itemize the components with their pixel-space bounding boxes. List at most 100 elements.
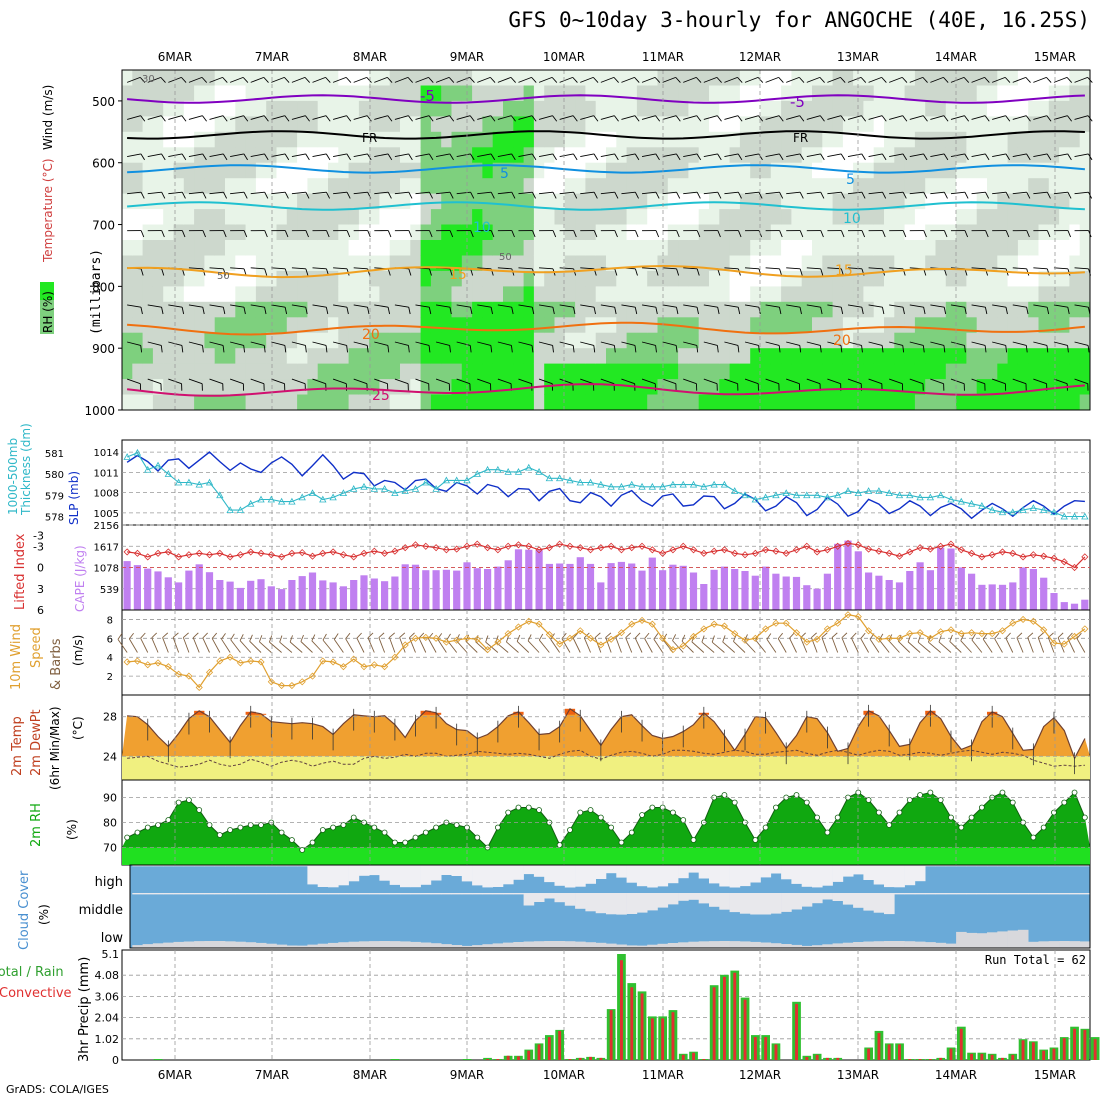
- cloud-mid-gap: [297, 893, 308, 895]
- rh-cell: [636, 147, 648, 164]
- rh-cell: [873, 363, 885, 380]
- rh-cell: [142, 363, 154, 380]
- rh-cell: [430, 116, 442, 133]
- rh-cell: [358, 270, 370, 287]
- wind-barb: [291, 76, 306, 83]
- rh-cell: [976, 85, 988, 102]
- rh-cell: [781, 301, 792, 318]
- rh-cell: [564, 162, 576, 179]
- cape-bar: [442, 569, 450, 610]
- rh-cell: [533, 255, 545, 272]
- wind-barb: [291, 153, 306, 157]
- credit-label: GrADS: COLA/IGES: [6, 1083, 109, 1096]
- rh-cell: [544, 286, 555, 303]
- wind-barb: [621, 153, 636, 157]
- rh-cell: [400, 332, 411, 349]
- wind10-barb: [211, 632, 218, 639]
- cloud-mid-gap: [472, 893, 483, 895]
- li-marker: [617, 546, 626, 554]
- rh-cell: [1028, 301, 1039, 318]
- rh-cell: [513, 394, 524, 411]
- wind-barb: [291, 304, 306, 308]
- rh-cell: [194, 255, 205, 272]
- wind-barb: [634, 345, 637, 353]
- cloud-high-gap: [430, 865, 442, 881]
- rh-cell: [266, 100, 277, 117]
- wind10-barb: [831, 637, 839, 653]
- li-marker: [968, 549, 976, 557]
- rh-cell: [626, 224, 638, 241]
- rh-cell: [235, 162, 246, 179]
- rh-cell: [420, 301, 432, 318]
- rh-cell: [163, 178, 174, 195]
- rh-cell: [472, 100, 483, 117]
- rh-cell: [719, 178, 730, 195]
- rh-cell: [420, 332, 432, 349]
- rh-cell: [317, 301, 329, 318]
- rh-cell: [472, 116, 483, 133]
- cloud-mid-gap: [533, 893, 545, 902]
- rh-cell: [1007, 286, 1019, 303]
- rh-cell: [976, 363, 988, 380]
- rh-cell: [142, 116, 154, 133]
- wind-barb: [168, 304, 183, 308]
- rh-cell: [276, 224, 288, 241]
- rh-cell: [719, 379, 730, 395]
- rh-cell: [132, 85, 143, 102]
- rh-cell: [719, 100, 730, 117]
- wind-barb: [223, 192, 228, 199]
- wind-barb: [1005, 192, 1010, 199]
- rh-cell: [760, 224, 772, 241]
- cloud-mid-gap: [369, 893, 380, 895]
- rh-cell: [369, 116, 380, 133]
- wind-barb: [950, 304, 965, 308]
- cloud-high-gap: [369, 865, 380, 876]
- rh-cell: [801, 363, 813, 380]
- rh-cell: [410, 317, 421, 334]
- wind-barb: [456, 153, 471, 157]
- wind10-barb: [378, 632, 385, 638]
- rh2m-marker: [814, 814, 821, 821]
- rh-cell: [606, 363, 617, 380]
- wind-barb: [477, 76, 491, 83]
- cloud-high-gap: [564, 865, 576, 888]
- wind-barb: [1012, 378, 1027, 385]
- rh-cell: [791, 100, 803, 117]
- wind-barb: [394, 378, 409, 385]
- cape-bar: [525, 549, 533, 610]
- cloud-low-gap: [533, 941, 545, 948]
- li-marker: [205, 551, 214, 559]
- rh-cell: [1017, 147, 1029, 164]
- wind-barb: [744, 115, 759, 120]
- rh2m-marker: [536, 807, 542, 813]
- wind10-barb: [851, 637, 859, 653]
- wind-barb: [901, 77, 908, 83]
- li-marker: [895, 552, 904, 560]
- wind-barb: [696, 268, 700, 276]
- rh-cell: [255, 348, 267, 365]
- rh-cell: [832, 255, 844, 272]
- slp-tick-label: 1011: [94, 468, 119, 479]
- wind-barb: [374, 153, 389, 157]
- wind-barb: [181, 77, 187, 83]
- wind-barb: [147, 378, 162, 385]
- rh-cell: [554, 394, 566, 411]
- rh-cell: [575, 209, 586, 225]
- wind-barb: [539, 267, 554, 270]
- rh-cell: [513, 286, 524, 303]
- wind-barb: [1026, 307, 1029, 315]
- rh-cell: [812, 255, 823, 272]
- rh-cell: [420, 85, 432, 102]
- rh-cell: [225, 147, 236, 164]
- cloud-high-gap: [1048, 865, 1060, 867]
- cape-bar: [1081, 599, 1089, 610]
- rh-cell: [791, 224, 803, 241]
- rh-cell: [317, 209, 329, 225]
- rh-cell: [801, 100, 813, 117]
- cloud-high-gap: [1007, 865, 1019, 867]
- rh-cell: [873, 100, 885, 117]
- thickness-marker: [854, 489, 862, 497]
- rh-cell: [1069, 131, 1081, 148]
- rh-cell: [760, 394, 772, 411]
- rh-cell: [183, 286, 195, 303]
